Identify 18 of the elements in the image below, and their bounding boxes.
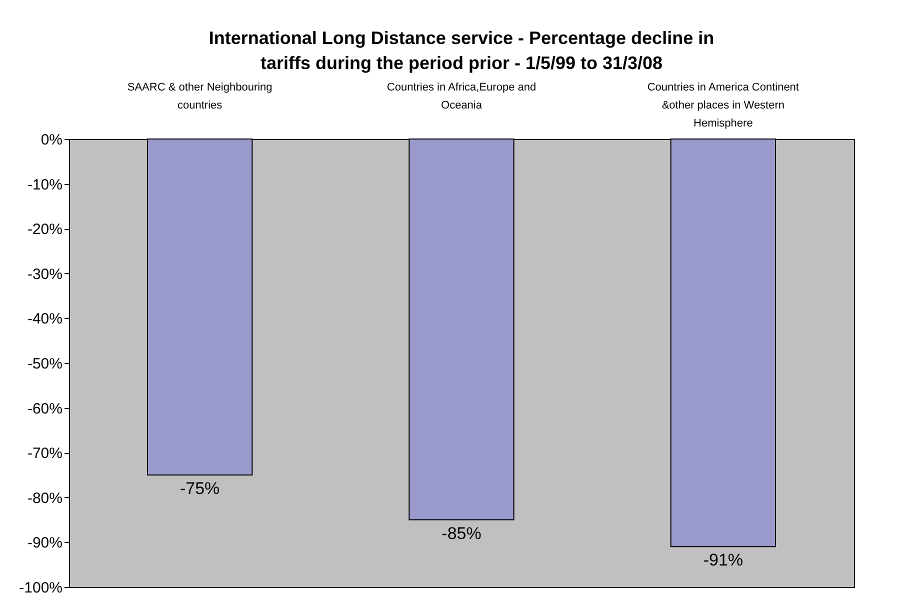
y-tick-label: -90%: [27, 534, 62, 552]
y-tick-label: -100%: [19, 580, 62, 596]
data-label: -75%: [180, 479, 220, 498]
y-tick-label: 0%: [40, 132, 62, 148]
x-tick-label: SAARC & other Neighbouring countries: [127, 82, 272, 112]
y-tick-label: -40%: [27, 310, 62, 328]
y-tick-label: -70%: [27, 445, 62, 462]
x-tick-label: Countries in America Continent &other places in Western Hemisphere: [647, 82, 799, 130]
y-tick-label: -10%: [27, 176, 62, 194]
y-tick-label: -20%: [27, 221, 62, 238]
y-tick-label: -50%: [27, 356, 62, 372]
data-label: -85%: [442, 524, 482, 543]
x-tick-label: Countries in Africa,Europe and Oceania: [386, 82, 536, 112]
chart-title: International Long Distance service - Percentage decline in tariffs during the period prior - 1/5/99 to 31/3/08: [208, 28, 714, 73]
y-tick-label: -60%: [27, 400, 62, 418]
data-label: -91%: [703, 550, 744, 570]
y-tick-label: -80%: [27, 490, 62, 507]
y-tick-label: -30%: [27, 266, 62, 283]
